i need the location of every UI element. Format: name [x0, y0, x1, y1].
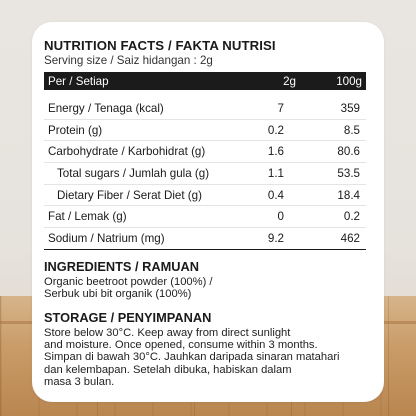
nutrition-title: NUTRITION FACTS / FAKTA NUTRISI	[44, 38, 276, 53]
table-row: Fat / Lemak (g) 0 0.2	[44, 206, 366, 229]
nutrition-table-body: Energy / Tenaga (kcal) 7 359 Protein (g)…	[44, 98, 366, 250]
value-per-2g: 1.1	[267, 166, 284, 180]
value-per-100g: 0.2	[343, 210, 360, 224]
label-content: NUTRITION FACTS / FAKTA NUTRISI Serving …	[44, 38, 366, 389]
value-per-100g: 80.6	[337, 145, 360, 159]
table-row: Protein (g) 0.2 8.5	[44, 120, 366, 142]
value-per-100g: 8.5	[343, 123, 360, 137]
nutrition-label-card: NUTRITION FACTS / FAKTA NUTRISI Serving …	[32, 22, 384, 402]
value-per-2g: 0.4	[267, 188, 284, 202]
nutrition-table-header: Per / Setiap 2g 100g	[44, 72, 366, 90]
value-per-100g: 53.5	[337, 166, 360, 180]
table-row: Carbohydrate / Karbohidrat (g) 1.6 80.6	[44, 141, 366, 164]
storage-line: Store below 30°C. Keep away from direct …	[44, 326, 291, 339]
value-per-2g: 9.2	[267, 231, 284, 245]
value-per-2g: 7	[277, 101, 284, 115]
storage-line: masa 3 bulan.	[44, 376, 115, 389]
nutrient-name: Fat / Lemak (g)	[48, 210, 127, 224]
header-col-2g: 2g	[283, 74, 296, 88]
nutrient-name: Sodium / Natrium (mg)	[48, 231, 165, 245]
nutrient-name: Carbohydrate / Karbohidrat (g)	[48, 145, 206, 159]
value-per-100g: 18.4	[337, 188, 360, 202]
header-per-label: Per / Setiap	[48, 74, 109, 88]
ingredients-text: Organic beetroot powder (100%) / Serbuk …	[44, 276, 366, 301]
table-row: Total sugars / Jumlah gula (g) 1.1 53.5	[44, 163, 366, 185]
value-per-100g: 359	[340, 101, 360, 115]
value-per-2g: 0.2	[267, 123, 284, 137]
nutrient-name: Dietary Fiber / Serat Diet (g)	[57, 188, 202, 202]
nutrient-name: Energy / Tenaga (kcal)	[48, 101, 164, 115]
value-per-2g: 0	[277, 210, 284, 224]
table-row: Energy / Tenaga (kcal) 7 359	[44, 98, 366, 120]
header-col-100g: 100g	[336, 74, 362, 88]
ingredients-line: Organic beetroot powder (100%) /	[44, 275, 213, 288]
value-per-2g: 1.6	[267, 145, 284, 159]
storage-line: and moisture. Once opened, consume withi…	[44, 339, 318, 352]
storage-line: Simpan di bawah 30°C. Jauhkan daripada s…	[44, 351, 340, 364]
serving-size: Serving size / Saiz hidangan : 2g	[44, 54, 213, 67]
storage-line: dan kelembapan. Setelah dibuka, habiskan…	[44, 363, 292, 376]
nutrient-name: Protein (g)	[48, 123, 103, 137]
value-per-100g: 462	[340, 231, 360, 245]
table-row: Dietary Fiber / Serat Diet (g) 0.4 18.4	[44, 185, 366, 207]
ingredients-title: INGREDIENTS / RAMUAN	[44, 258, 199, 274]
storage-text: Store below 30°C. Keep away from direct …	[44, 327, 366, 389]
ingredients-line: Serbuk ubi bit organik (100%)	[44, 288, 192, 301]
nutrient-name: Total sugars / Jumlah gula (g)	[57, 166, 210, 180]
table-row: Sodium / Natrium (mg) 9.2 462	[44, 228, 366, 250]
storage-title: STORAGE / PENYIMPANAN	[44, 309, 212, 325]
